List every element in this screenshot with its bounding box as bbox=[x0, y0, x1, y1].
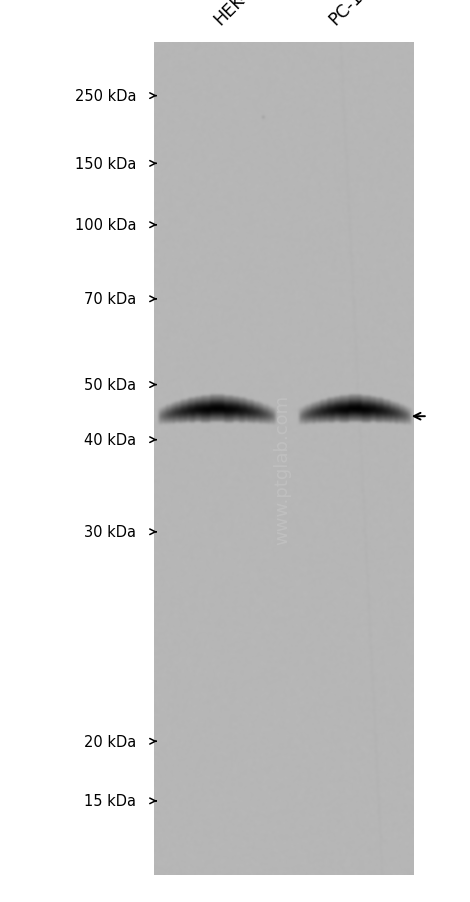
Text: 150 kDa: 150 kDa bbox=[75, 157, 136, 171]
Text: 100 kDa: 100 kDa bbox=[75, 218, 136, 233]
Text: 250 kDa: 250 kDa bbox=[75, 89, 136, 104]
Text: 30 kDa: 30 kDa bbox=[84, 525, 136, 539]
Text: 70 kDa: 70 kDa bbox=[84, 292, 136, 307]
Text: PC-12: PC-12 bbox=[326, 0, 375, 29]
Text: 50 kDa: 50 kDa bbox=[84, 378, 136, 392]
Text: 40 kDa: 40 kDa bbox=[84, 433, 136, 447]
Text: 15 kDa: 15 kDa bbox=[84, 794, 136, 808]
Text: HEK-293: HEK-293 bbox=[211, 0, 275, 29]
Text: 20 kDa: 20 kDa bbox=[84, 734, 136, 749]
Text: www.ptglab.com: www.ptglab.com bbox=[273, 394, 291, 544]
